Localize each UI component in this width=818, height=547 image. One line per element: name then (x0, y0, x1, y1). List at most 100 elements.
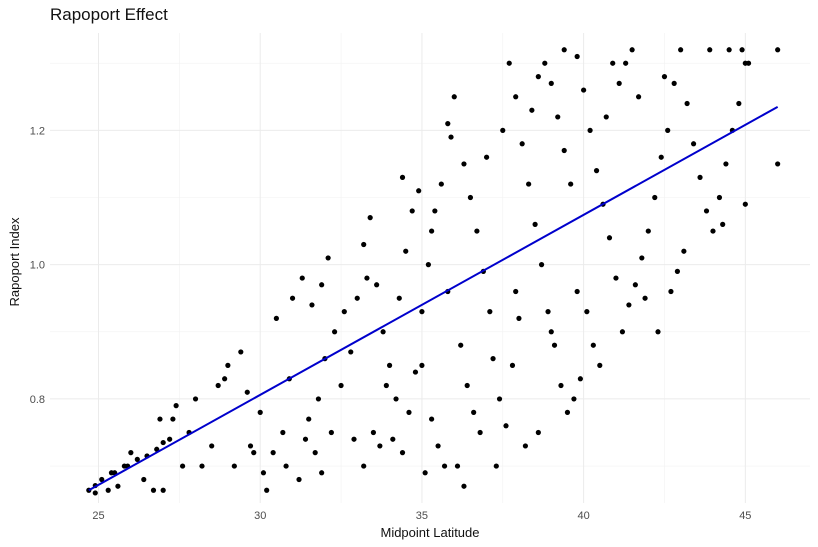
data-point (616, 80, 622, 86)
data-point (577, 376, 583, 382)
data-point (681, 248, 687, 254)
data-point (736, 100, 742, 107)
data-point (351, 436, 357, 442)
data-point (386, 362, 393, 368)
data-point (222, 376, 228, 382)
data-point (593, 168, 600, 174)
data-points (86, 47, 781, 496)
data-point (199, 463, 205, 469)
data-point (538, 262, 545, 268)
data-point (192, 396, 199, 402)
data-point (603, 114, 609, 120)
data-point (500, 127, 506, 133)
data-point (626, 302, 632, 308)
data-point (723, 161, 729, 167)
data-point (658, 154, 664, 160)
data-point (425, 262, 431, 268)
data-point (720, 221, 726, 227)
data-point (678, 47, 684, 53)
data-point (361, 463, 367, 469)
data-point (364, 275, 370, 281)
data-point (296, 476, 302, 483)
data-point (522, 443, 529, 449)
data-point (338, 382, 344, 389)
data-point (513, 94, 519, 100)
data-point (309, 302, 315, 308)
data-point (726, 47, 732, 53)
data-point (108, 470, 115, 476)
data-point (160, 487, 166, 493)
data-point (568, 181, 574, 187)
data-point (157, 416, 163, 422)
data-point (587, 127, 593, 133)
data-point (399, 450, 406, 456)
data-point (244, 389, 250, 395)
data-point (260, 470, 267, 476)
data-point (92, 490, 98, 496)
data-point (535, 74, 541, 80)
data-point (555, 114, 561, 120)
data-point (458, 342, 464, 348)
data-point (639, 255, 645, 261)
data-point (707, 47, 713, 53)
data-point (432, 208, 438, 214)
data-point (99, 476, 105, 483)
data-point (564, 409, 571, 415)
tick-labels: 25 30 35 40 45 0.8 1.0 1.2 (30, 125, 752, 522)
data-point (299, 275, 305, 281)
data-point (374, 282, 380, 288)
data-point (519, 141, 525, 147)
data-point (710, 228, 716, 234)
data-point (571, 396, 577, 402)
data-point (409, 208, 415, 214)
data-point (532, 221, 538, 227)
data-point (380, 329, 386, 335)
data-point (328, 429, 334, 436)
data-point (548, 80, 554, 86)
data-point (448, 134, 454, 140)
data-point (742, 201, 748, 207)
data-point (606, 235, 613, 241)
data-point (225, 362, 231, 368)
data-point (597, 362, 603, 368)
data-point (464, 382, 470, 389)
data-point (561, 147, 567, 154)
data-point (668, 288, 674, 295)
data-point (406, 409, 412, 415)
chart-title: Rapoport Effect (50, 5, 168, 24)
x-tick-label: 45 (739, 510, 751, 522)
data-point (584, 309, 590, 315)
data-point (509, 362, 516, 368)
data-point (170, 416, 176, 422)
data-point (506, 60, 512, 66)
data-point (435, 443, 441, 449)
data-point (496, 396, 503, 402)
data-point (652, 194, 658, 201)
data-point (105, 487, 111, 493)
data-point (516, 315, 522, 321)
data-point (454, 463, 461, 469)
data-point (167, 436, 173, 442)
data-point (247, 443, 254, 449)
y-tick-label: 1.2 (30, 125, 45, 137)
trend-line (88, 105, 779, 492)
data-point (674, 268, 681, 274)
data-point (445, 121, 451, 127)
data-point (238, 349, 244, 355)
y-tick-label: 0.8 (30, 394, 45, 406)
data-point (179, 463, 186, 469)
data-point (429, 228, 435, 234)
y-axis-title: Rapoport Index (7, 217, 22, 306)
data-point (441, 463, 448, 469)
data-point (121, 463, 127, 469)
data-point (613, 275, 619, 281)
data-point (775, 161, 781, 167)
data-point (645, 228, 651, 234)
data-point (558, 382, 564, 389)
data-point (270, 450, 276, 456)
data-point (655, 329, 661, 335)
x-tick-label: 40 (577, 510, 589, 522)
data-point (487, 309, 493, 315)
